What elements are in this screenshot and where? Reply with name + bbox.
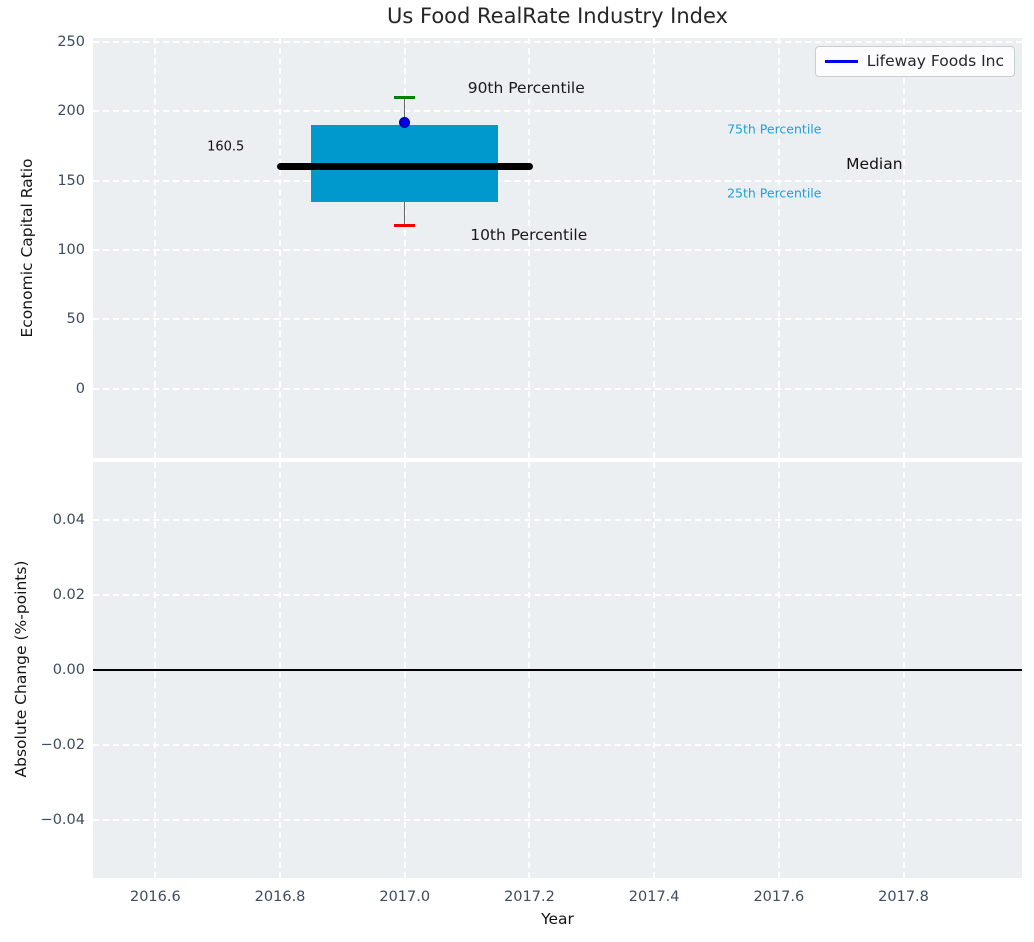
grid-y-line <box>93 818 1022 821</box>
annotation-75th-percentile: 75th Percentile <box>727 121 822 137</box>
ytick-label: 50 <box>66 311 85 328</box>
grid-y-line <box>93 387 1022 390</box>
median-line <box>276 162 533 170</box>
xtick-label: 2016.6 <box>129 889 181 905</box>
p90-cap <box>394 96 416 100</box>
ytick-label: 0 <box>75 380 85 397</box>
legend: Lifeway Foods Inc <box>814 46 1015 77</box>
grid-y-line <box>93 41 1022 44</box>
ytick-label: 0.02 <box>52 587 85 604</box>
zero-line <box>93 669 1022 671</box>
grid-y-line <box>93 594 1022 597</box>
xtick-label: 2016.8 <box>254 889 306 905</box>
p10-cap <box>394 223 416 227</box>
ytick-label: 150 <box>57 172 85 189</box>
grid-x-line <box>403 38 406 458</box>
ytick-label: −0.04 <box>40 811 85 828</box>
x-axis-label: Year <box>541 910 574 928</box>
company-marker <box>399 117 411 129</box>
xtick-label: 2017.8 <box>878 889 929 905</box>
grid-y-line <box>93 179 1022 182</box>
annotation-25th-percentile: 25th Percentile <box>727 185 822 201</box>
ytick-label: 0.04 <box>52 512 85 529</box>
grid-y-line <box>93 318 1022 321</box>
ytick-label: 0.00 <box>52 662 85 678</box>
xtick-label: 2017.2 <box>504 889 555 905</box>
grid-y-line <box>93 249 1022 252</box>
xtick-label: 2017.6 <box>753 889 805 905</box>
annotation-90th-percentile: 90th Percentile <box>467 78 585 97</box>
grid-x-line <box>528 38 531 458</box>
annotation-10th-percentile: 10th Percentile <box>470 225 588 244</box>
grid-x-line <box>653 38 656 458</box>
grid-y-line <box>93 743 1022 746</box>
ytick-label: 250 <box>57 34 85 51</box>
grid-y-line <box>93 519 1022 522</box>
legend-label: Lifeway Foods Inc <box>866 52 1004 70</box>
ytick-label: 100 <box>57 242 85 259</box>
annotation-160-5: 160.5 <box>207 139 245 155</box>
top-axes: Lifeway Foods Inc 90th Percentile 10th Pe… <box>93 38 1022 458</box>
grid-x-line <box>777 38 780 458</box>
grid-x-line <box>902 38 905 458</box>
grid-y-line <box>93 110 1022 113</box>
annotation-median: Median <box>846 155 903 174</box>
ytick-label: 200 <box>57 103 85 120</box>
legend-line-sample <box>824 59 858 63</box>
grid-x-line <box>154 38 157 458</box>
bottom-axes <box>93 462 1022 878</box>
xtick-label: 2017.0 <box>379 889 431 905</box>
bottom-y-axis-label: Absolute Change (%-points) <box>12 560 30 778</box>
chart-title: Us Food RealRate Industry Index <box>387 4 728 28</box>
grid-x-line <box>279 38 282 458</box>
ytick-label: −0.02 <box>40 736 85 753</box>
xtick-label: 2017.4 <box>628 889 680 905</box>
